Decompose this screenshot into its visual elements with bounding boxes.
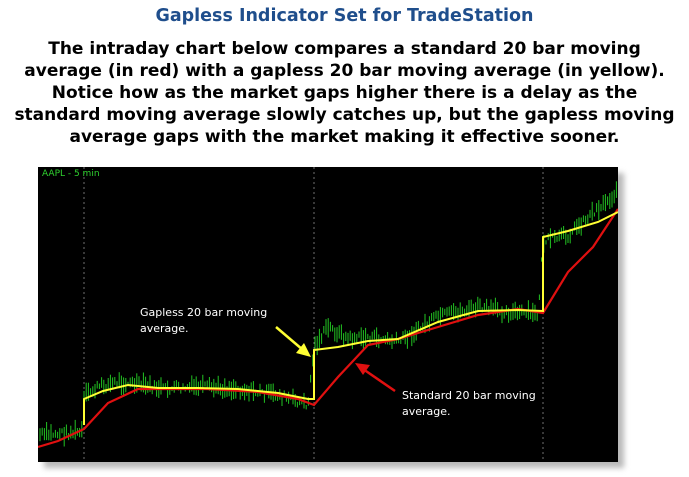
page-title: Gapless Indicator Set for TradeStation [155, 6, 534, 26]
chart-container: AAPL - 5 min Gapless 20 bar moving avera… [38, 167, 624, 468]
symbol-label: AAPL - 5 min [42, 169, 100, 179]
standard-arrow [355, 363, 396, 393]
chart-canvas [38, 167, 618, 462]
standard-annotation-line2: average. [402, 405, 451, 418]
gapless-annotation-line2: average. [140, 322, 189, 335]
standard-annotation: Standard 20 bar moving average. [402, 388, 536, 420]
gapless-annotation-line1: Gapless 20 bar moving [140, 306, 268, 319]
price-chart: AAPL - 5 min Gapless 20 bar moving avera… [38, 167, 618, 462]
gapless-moving-average-line [83, 211, 618, 425]
gapless-annotation: Gapless 20 bar moving average. [140, 305, 267, 337]
page-description: The intraday chart below compares a stan… [14, 39, 675, 147]
standard-annotation-line1: Standard 20 bar moving [402, 389, 536, 402]
gapless-arrow [275, 326, 311, 357]
standard-moving-average-line [38, 208, 618, 449]
